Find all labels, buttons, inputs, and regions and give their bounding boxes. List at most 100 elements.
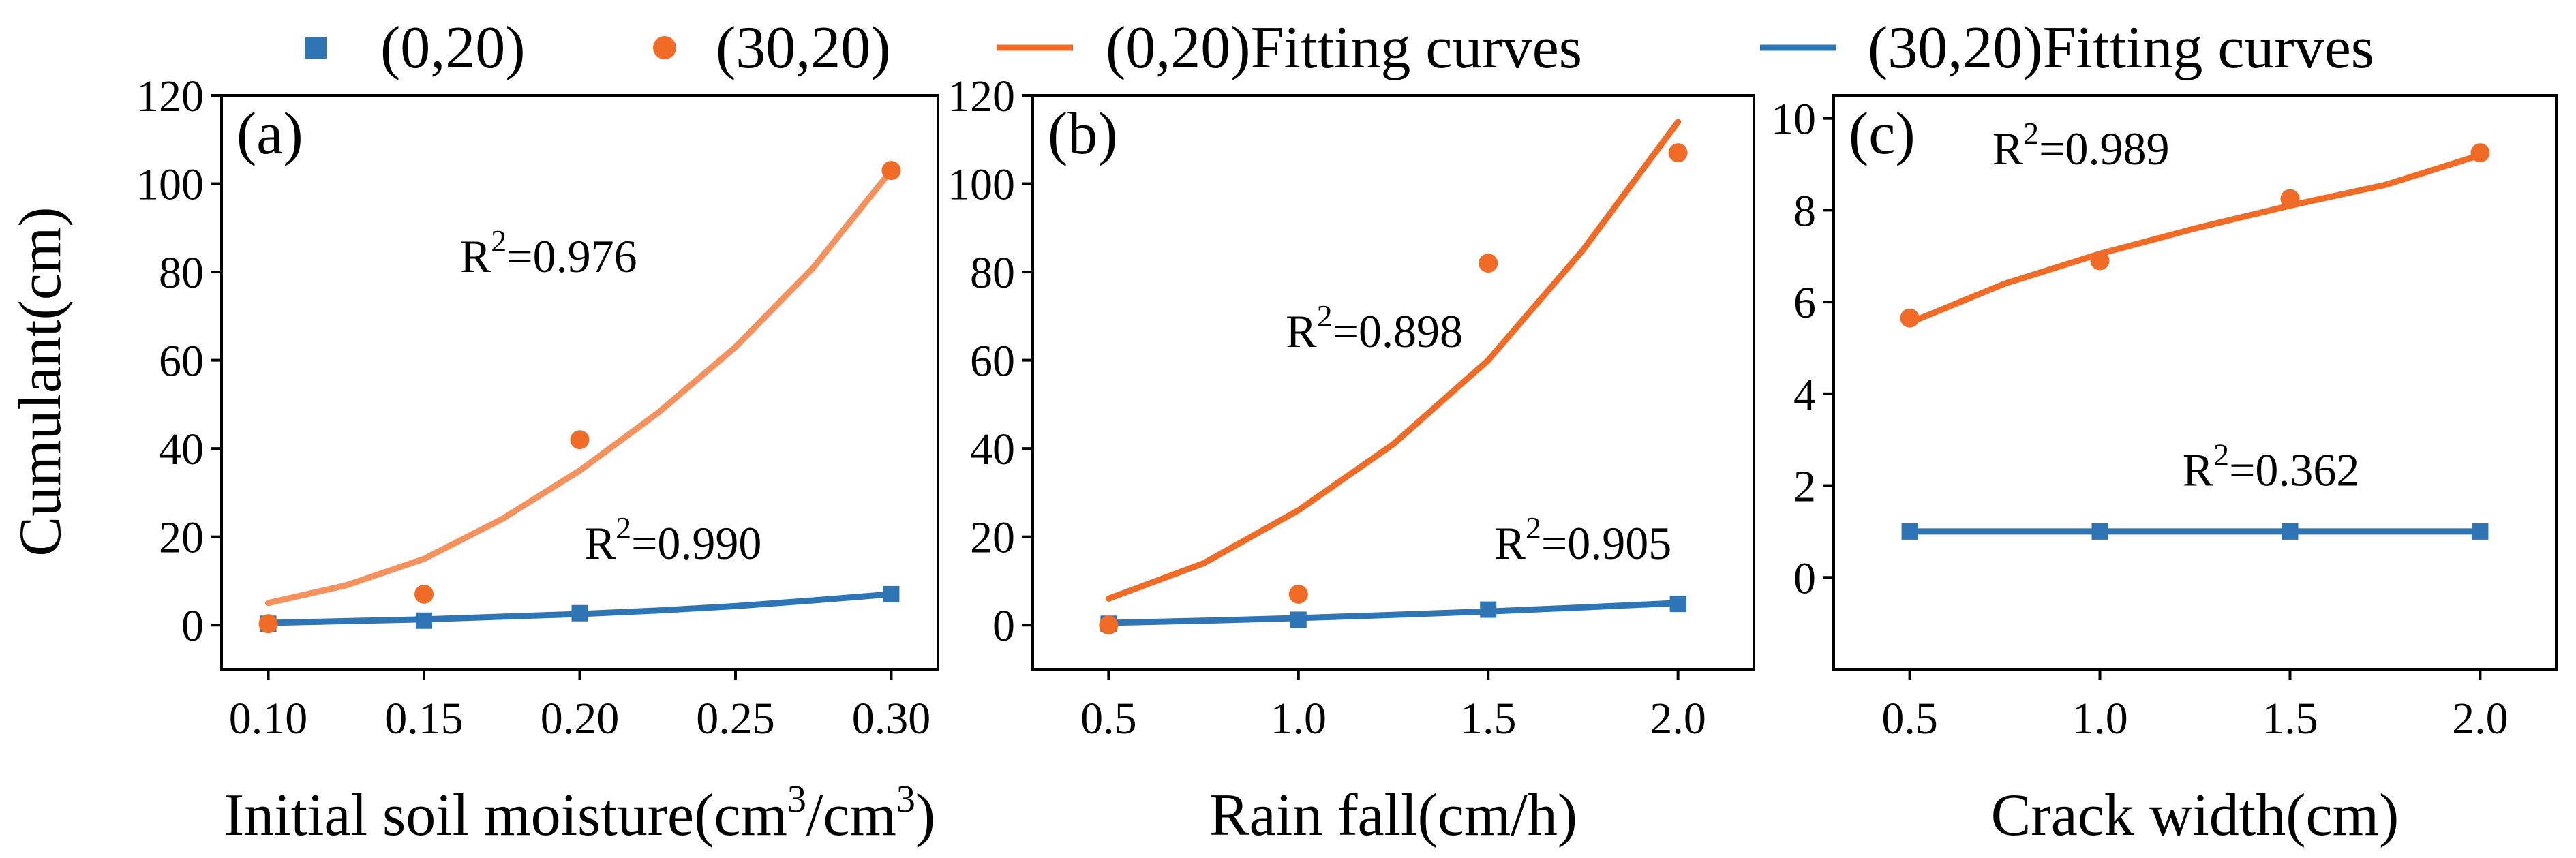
r-squared-value: =0.898 bbox=[1333, 305, 1463, 357]
r-squared-label: R2=0.990 bbox=[585, 510, 762, 569]
y-axis-label: Cumulant(cm) bbox=[7, 206, 74, 556]
data-point-square bbox=[1901, 523, 1918, 540]
data-point-square bbox=[416, 612, 433, 629]
x-tick-label: 1.0 bbox=[1271, 694, 1327, 744]
r-squared-prefix: R bbox=[2183, 444, 2214, 496]
fitting-curve-30-20 bbox=[265, 167, 894, 607]
x-axis-label-superscript: 3 bbox=[787, 778, 806, 821]
y-tick-label: 20 bbox=[159, 513, 204, 563]
x-tick-label: 0.5 bbox=[1080, 694, 1137, 744]
plot-frame bbox=[1031, 94, 1755, 671]
y-tick-label: 120 bbox=[136, 72, 204, 121]
data-point-circle bbox=[2280, 189, 2300, 209]
plot-frame bbox=[220, 94, 939, 671]
data-point-square bbox=[1290, 611, 1307, 628]
x-tick-label: 1.5 bbox=[1460, 694, 1517, 744]
x-axis-label: Rain fall(cm/h) bbox=[1209, 782, 1577, 848]
data-point-square bbox=[883, 585, 900, 602]
y-tick-label: 2 bbox=[1793, 462, 1816, 512]
y-tick-label: 120 bbox=[948, 72, 1015, 121]
panels: 0.10 0.15 0.20 0.25 0.30020406080100120Initi… bbox=[136, 72, 2558, 848]
fitting-curve-30-20 bbox=[1907, 152, 2483, 326]
r-squared-prefix: R bbox=[460, 230, 491, 282]
r-squared-label: R2=0.362 bbox=[2183, 438, 2360, 496]
y-tick-label: 10 bbox=[1771, 95, 1816, 144]
legend-marker-square bbox=[305, 37, 327, 59]
y-tick-label: 20 bbox=[970, 513, 1015, 563]
x-tick-label: 1.5 bbox=[2262, 694, 2318, 744]
panel-label: (b) bbox=[1048, 101, 1118, 167]
data-point-square bbox=[571, 604, 588, 622]
r-squared-value: =0.362 bbox=[2229, 444, 2359, 496]
r-squared-value: =0.976 bbox=[506, 230, 637, 282]
x-axis-label-part: Crack width(cm) bbox=[1991, 782, 2399, 848]
y-tick-label: 0 bbox=[181, 601, 204, 651]
r-squared-prefix: R bbox=[1992, 123, 2024, 174]
y-tick-label: 100 bbox=[136, 160, 204, 210]
r-squared-superscript: 2 bbox=[616, 510, 631, 545]
x-axis-label-part: Initial soil moisture(cm bbox=[224, 782, 787, 848]
legend-label: (30,20)Fitting curves bbox=[1868, 15, 2374, 81]
data-point-square bbox=[2282, 523, 2299, 540]
y-tick-label: 80 bbox=[970, 248, 1015, 298]
panel-label: (a) bbox=[237, 101, 303, 167]
r-squared-value: =0.990 bbox=[631, 517, 761, 569]
legend-marker-circle bbox=[653, 36, 676, 59]
r-squared-label: R2=0.898 bbox=[1286, 298, 1463, 357]
y-tick-label: 80 bbox=[159, 248, 204, 298]
y-tick-label: 40 bbox=[159, 425, 204, 474]
y-tick-label: 60 bbox=[159, 337, 204, 386]
legend-label: (0,20) bbox=[380, 15, 526, 81]
data-point-circle bbox=[258, 614, 278, 634]
data-point-circle bbox=[1288, 584, 1308, 604]
panel-label: (c) bbox=[1849, 101, 1915, 167]
data-point-circle bbox=[1668, 143, 1688, 163]
x-tick-label: 0.15 bbox=[384, 694, 464, 744]
data-point-circle bbox=[1900, 308, 1920, 328]
x-tick-label: 2.0 bbox=[2452, 694, 2509, 744]
x-tick-label: 0.5 bbox=[1881, 694, 1938, 744]
r-squared-label: R2=0.989 bbox=[1992, 116, 2170, 174]
r-squared-superscript: 2 bbox=[1526, 510, 1541, 545]
x-axis-label: Initial soil moisture(cm3/cm3) bbox=[224, 778, 935, 848]
data-point-square bbox=[2472, 523, 2489, 540]
fitting-curve-30-20 bbox=[1105, 119, 1682, 602]
x-axis-label-part: Rain fall(cm/h) bbox=[1209, 782, 1577, 848]
panel-b: 0.5 1.0 1.5 2.0 0 20 40 60 80 100 120 Rain fall(cm/… bbox=[948, 72, 1755, 848]
r-squared-superscript: 2 bbox=[491, 224, 506, 258]
x-axis-label: Crack width(cm) bbox=[1991, 782, 2399, 848]
r-squared-superscript: 2 bbox=[2023, 116, 2039, 151]
x-tick-label: 0.25 bbox=[696, 694, 775, 744]
data-point-square bbox=[1669, 596, 1686, 613]
panel-a: 0.10 0.15 0.20 0.25 0.30 0 20 40 60 80 100 120 Initi… bbox=[136, 72, 939, 848]
r-squared-superscript: 2 bbox=[2213, 438, 2229, 472]
data-point-square bbox=[1480, 601, 1497, 618]
data-point-circle bbox=[881, 161, 901, 181]
plot-frame bbox=[1832, 94, 2558, 671]
r-squared-prefix: R bbox=[1286, 305, 1317, 357]
legend-label: (0,20)Fitting curves bbox=[1106, 15, 1582, 81]
data-point-circle bbox=[414, 584, 434, 604]
r-squared-value: =0.989 bbox=[2039, 123, 2169, 174]
y-tick-label: 60 bbox=[970, 337, 1015, 386]
data-point-circle bbox=[2470, 143, 2490, 163]
legend: (0,20) (30,20) (0,20)Fitting curves (30,20)… bbox=[305, 15, 2374, 81]
r-squared-prefix: R bbox=[1495, 517, 1526, 569]
x-axis-label-superscript: 3 bbox=[896, 778, 915, 821]
r-squared-label: R2=0.976 bbox=[460, 224, 637, 282]
r-squared-prefix: R bbox=[585, 517, 616, 569]
data-point-circle bbox=[1479, 254, 1498, 273]
x-tick-label: 1.0 bbox=[2072, 694, 2128, 744]
r-squared-superscript: 2 bbox=[1317, 298, 1333, 333]
y-tick-label: 0 bbox=[992, 601, 1015, 651]
y-tick-label: 0 bbox=[1793, 553, 1816, 603]
x-axis-label-part: ) bbox=[915, 782, 935, 848]
data-point-circle bbox=[1099, 615, 1119, 635]
data-point-circle bbox=[570, 430, 590, 450]
r-squared-label: R2=0.905 bbox=[1495, 510, 1672, 569]
x-tick-label: 0.30 bbox=[852, 694, 931, 744]
fitting-curve-0-20 bbox=[1105, 600, 1682, 626]
r-squared-value: =0.905 bbox=[1541, 517, 1671, 569]
